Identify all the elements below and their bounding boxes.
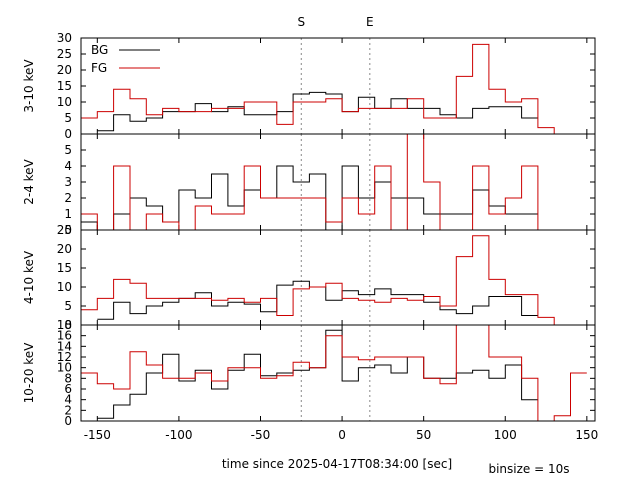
- y-axis-label: 10-20 keV: [22, 342, 36, 404]
- panel-3: 0 5 10 15 20 25 4-10 keV: [22, 223, 596, 332]
- y-tick-label: 2: [64, 191, 72, 205]
- legend-label-fg: FG: [91, 61, 107, 75]
- y-tick-label: 10: [57, 361, 72, 375]
- series-fg-line: [81, 235, 571, 326]
- panel-frame: [80, 229, 596, 326]
- y-tick-label: 3: [64, 175, 72, 189]
- y-axis-label: 2-4 keV: [22, 158, 36, 204]
- y-tick-label: 0: [64, 127, 72, 141]
- y-tick-label: 8: [64, 371, 72, 385]
- marker-label-s: S: [297, 15, 305, 29]
- y-axis-label: 3-10 keV: [22, 59, 36, 113]
- marker-label-e: E: [366, 15, 374, 29]
- series-bg-line: [97, 91, 538, 132]
- y-tick-label: 5: [64, 299, 72, 313]
- panel-1: 0 5 10 15 20 25 30 3-10 keV: [22, 31, 596, 141]
- x-tick-label: 150: [575, 428, 598, 442]
- x-tick-label: 100: [494, 428, 517, 442]
- panel-frame: [80, 37, 596, 135]
- y-axis-label: 4-10 keV: [22, 250, 36, 304]
- y-tick-label: 12: [57, 350, 72, 364]
- y-tick-label: 25: [57, 223, 72, 237]
- x-tick-label: -100: [165, 428, 192, 442]
- series-fg-line: [81, 324, 587, 422]
- y-tick-label: 2: [64, 403, 72, 417]
- y-tick-label: 20: [57, 63, 72, 77]
- x-tick-label: -150: [84, 428, 111, 442]
- x-tick-label: 0: [338, 428, 346, 442]
- y-tick-label: 15: [57, 261, 72, 275]
- y-tick-label: 15: [57, 79, 72, 93]
- series-bg-line: [97, 280, 538, 320]
- panel-frame: [80, 133, 596, 231]
- y-tick-label: 0: [64, 414, 72, 428]
- y-tick-label: 30: [57, 31, 72, 45]
- panel-2: 0 1 2 3 4 5 2-4 keV: [22, 133, 596, 237]
- y-tick-label: 20: [57, 242, 72, 256]
- x-axis-label: time since 2025-04-17T08:34:00 [sec]: [222, 457, 452, 471]
- y-tick-label: 0: [64, 318, 72, 332]
- y-tick-label: 1: [64, 207, 72, 221]
- y-tick-label: 10: [57, 280, 72, 294]
- y-tick-label: 5: [64, 111, 72, 125]
- x-tick-label: 50: [416, 428, 431, 442]
- y-tick-label: 6: [64, 382, 72, 396]
- y-tick-label: 14: [57, 339, 72, 353]
- y-tick-label: 4: [64, 393, 72, 407]
- x-tick-label: -50: [251, 428, 271, 442]
- y-tick-label: 25: [57, 47, 72, 61]
- series-fg-line: [81, 43, 571, 135]
- legend-label-bg: BG: [91, 43, 108, 57]
- y-tick-label: 18: [57, 318, 72, 332]
- binsize-label: binsize = 10s: [488, 462, 569, 476]
- y-tick-label: 16: [57, 329, 72, 343]
- series-fg-line: [81, 133, 571, 231]
- y-tick-label: 5: [64, 143, 72, 157]
- series-bg-line: [81, 165, 538, 231]
- y-tick-label: 10: [57, 95, 72, 109]
- y-tick-label: 4: [64, 159, 72, 173]
- series-bg-line: [97, 329, 538, 419]
- legend: BG FG: [91, 43, 160, 75]
- x-axis: -150 -100 -50 0 50 100 150: [84, 428, 599, 442]
- y-tick-label: 0: [64, 223, 72, 237]
- panel-frame: [80, 324, 596, 422]
